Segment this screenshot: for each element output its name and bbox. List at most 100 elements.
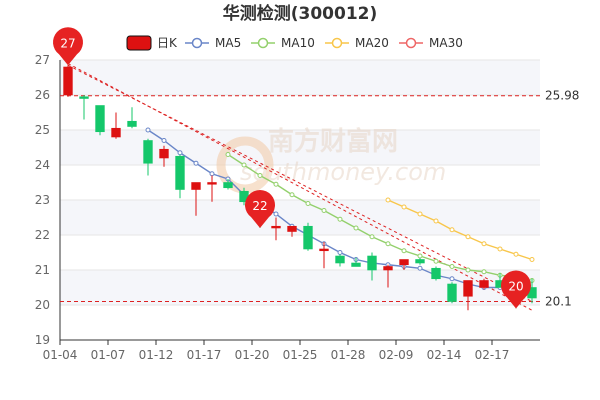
ma-point-ma20 [417,211,423,217]
legend-swatch [126,35,152,51]
y-tick-label: 19 [35,333,50,347]
legend-label: MA30 [429,36,463,50]
chart-title: 华测检测(300012) [223,3,378,24]
ma-point-ma20 [449,227,455,233]
ma-point-ma20 [385,197,391,203]
legend-swatch-marker [257,37,269,49]
x-tick-label: 02-09 [379,348,414,362]
candle-body [143,140,153,164]
ma-point-ma20 [465,234,471,240]
ma-point-ma10 [449,264,455,269]
legend-swatch-marker [331,37,343,49]
ma-point-ma20 [481,241,487,247]
legend-label: MA20 [355,36,389,50]
candle-body [319,248,329,252]
candle-body [431,267,441,280]
ma-point-ma10 [433,258,439,264]
price-pin: 27 [53,27,83,66]
candle-body [351,262,361,267]
x-tick-label: 01-20 [235,348,270,362]
x-tick-label: 02-17 [475,348,510,362]
pin-label: 27 [60,36,75,50]
x-tick-label: 01-25 [283,348,318,362]
ma-point-ma20 [497,246,503,252]
reference-line-label: 25.98 [545,89,579,103]
ma-point-ma10 [289,192,295,198]
candle-body [463,280,473,297]
ma-point-ma10 [225,152,231,157]
x-tick-label: 01-07 [91,348,126,362]
ma-point-ma5 [337,250,343,255]
x-tick-label: 02-14 [427,348,462,362]
grid-band [60,130,540,165]
pin-label: 22 [252,199,267,213]
grid-band [60,270,540,305]
candle-body [415,259,425,264]
ma-point-ma10 [241,162,247,168]
ma-line-ma20 [387,199,533,261]
ma-point-ma20 [529,257,535,262]
candle-body [399,259,409,266]
ma-point-ma10 [305,201,311,206]
ma-point-ma5 [161,138,167,143]
ma-point-ma10 [417,253,423,259]
ma-point-ma10 [337,216,343,222]
ma-point-ma5 [177,150,183,156]
x-tick-label: 01-17 [187,348,222,362]
ma-point-ma10 [257,173,263,178]
ma-point-ma5 [193,160,199,166]
legend-swatch-marker [191,37,203,49]
price-pin: 22 [245,190,275,228]
ma-point-ma10 [369,234,375,240]
chart-legend: 日K MA5 MA10 MA20 MA30 [126,35,463,51]
pin-label: 20 [508,280,523,294]
y-tick-label: 23 [35,193,50,207]
candle-body [335,255,345,264]
candle-body [223,182,233,189]
y-tick-label: 21 [35,263,50,277]
legend-label: MA5 [215,36,241,50]
watermark-cn: 南方财富网 [268,126,398,157]
candle-body [95,105,105,133]
candle-body [287,225,297,232]
reference-lines: 25.98 20.1 [60,63,579,311]
legend-label: 日K [157,36,178,50]
y-tick-label: 25 [35,123,50,137]
legend-item: MA20 [325,36,389,50]
candle-body [63,66,73,96]
watermark-logo [216,136,274,194]
ma-point-ma20 [401,204,407,210]
y-tick-label: 22 [35,228,50,242]
grid [60,59,540,341]
ma-point-ma10 [273,181,279,187]
candle-body [367,255,377,271]
y-tick-label: 20 [35,298,50,312]
x-axis: 01-04 01-07 01-12 01-17 01-20 01-25 01-28 02-09… [43,339,540,362]
ma-point-ma10 [385,241,391,247]
candle-body [191,182,201,190]
candle-body [79,96,89,99]
candle-body [159,148,169,159]
y-tick-label: 26 [35,88,50,102]
candle-body [127,120,137,127]
ma-line-ma10 [227,153,533,282]
candle-body [383,266,393,271]
ma-point-ma5 [417,265,423,271]
candle-body [111,127,121,138]
ma-point-ma20 [433,218,439,224]
legend-item: MA30 [399,36,463,50]
pin-marker [501,270,531,309]
candle-body [447,283,457,302]
ma-point-ma5 [449,276,455,282]
price-pin: 20 [501,270,531,309]
watermark-en: southmoney.com [240,158,446,186]
candle-body [271,225,281,229]
legend-item: 日K [126,35,178,51]
candle-body [207,182,217,185]
watermark: 南方财富网 southmoney.com [216,126,446,194]
x-tick-label: 01-28 [331,348,366,362]
x-tick-label: 01-12 [139,348,174,362]
price-pins: 27 22 20 [53,27,531,309]
pin-marker [53,27,83,66]
